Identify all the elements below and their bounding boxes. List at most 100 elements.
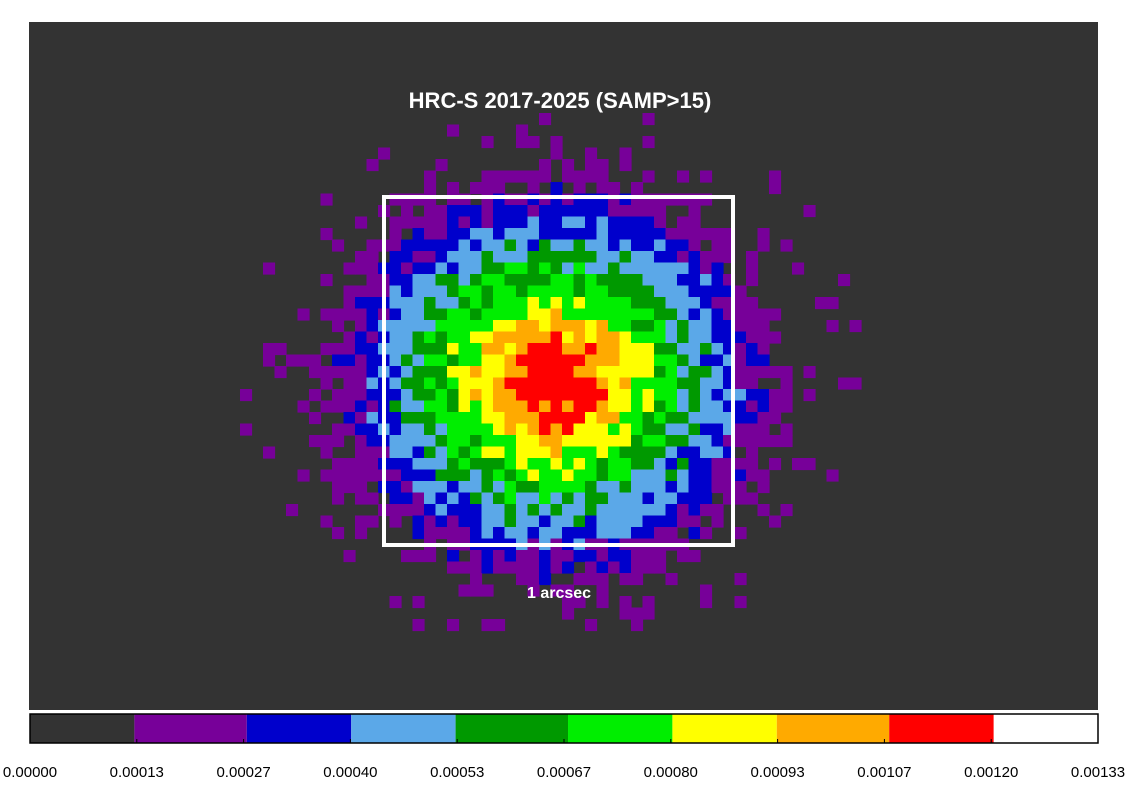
heatmap-cell	[366, 458, 379, 471]
heatmap-cell	[516, 469, 529, 482]
heatmap-cell	[527, 527, 540, 540]
colorbar-tick-label: 0.00107	[857, 764, 911, 781]
heatmap-cell	[481, 412, 494, 425]
heatmap-cell	[562, 561, 575, 574]
heatmap-cell	[734, 297, 747, 310]
heatmap-cell	[562, 504, 575, 517]
heatmap-cell	[550, 366, 563, 379]
heatmap-cell	[631, 607, 644, 620]
heatmap-cell	[677, 251, 690, 264]
heatmap-cell	[481, 343, 494, 356]
heatmap-cell	[562, 354, 575, 367]
heatmap-cell	[424, 308, 437, 321]
heatmap-cell	[366, 366, 379, 379]
heatmap-cell	[688, 251, 701, 264]
heatmap-cell	[389, 458, 402, 471]
heatmap-cell	[734, 527, 747, 540]
heatmap-cell	[424, 366, 437, 379]
heatmap-cell	[688, 343, 701, 356]
heatmap-cell	[458, 354, 471, 367]
heatmap-cell	[539, 573, 552, 586]
heatmap-cell	[665, 343, 678, 356]
heatmap-cell	[631, 228, 644, 241]
heatmap-cell	[527, 274, 540, 287]
heatmap-cell	[424, 492, 437, 505]
heatmap-cell	[665, 297, 678, 310]
heatmap-cell	[573, 331, 586, 344]
heatmap-cell	[470, 377, 483, 390]
heatmap-cell	[263, 446, 276, 459]
chart-title: HRC-S 2017-2025 (SAMP>15)	[409, 88, 712, 113]
heatmap-cell	[447, 423, 460, 436]
heatmap-cell	[780, 435, 793, 448]
heatmap-cell	[746, 400, 759, 413]
heatmap-cell	[504, 228, 517, 241]
heatmap-cell	[320, 366, 333, 379]
heatmap-cell	[527, 308, 540, 321]
heatmap-cell	[677, 366, 690, 379]
heatmap-cell	[539, 113, 552, 126]
heatmap-cell	[389, 423, 402, 436]
heatmap-cell	[332, 492, 345, 505]
heatmap-cell	[711, 239, 724, 252]
heatmap-cell	[654, 446, 667, 459]
heatmap-cell	[711, 377, 724, 390]
heatmap-cell	[458, 377, 471, 390]
heatmap-cell	[585, 619, 598, 632]
heatmap-cell	[332, 527, 345, 540]
heatmap-cell	[608, 366, 621, 379]
heatmap-cell	[516, 251, 529, 264]
heatmap-cell	[688, 308, 701, 321]
heatmap-cell	[389, 239, 402, 252]
heatmap-cell	[573, 550, 586, 563]
heatmap-cell	[608, 504, 621, 517]
heatmap-cell	[596, 573, 609, 586]
heatmap-cell	[516, 412, 529, 425]
heatmap-cell	[642, 607, 655, 620]
heatmap-cell	[665, 435, 678, 448]
heatmap-cell	[481, 619, 494, 632]
heatmap-cell	[447, 320, 460, 333]
heatmap-cell	[527, 354, 540, 367]
heatmap-cell	[493, 274, 506, 287]
heatmap-cell	[573, 216, 586, 229]
heatmap-cell	[412, 412, 425, 425]
heatmap-cell	[481, 308, 494, 321]
heatmap-cell	[688, 377, 701, 390]
heatmap-cell	[320, 308, 333, 321]
heatmap-cell	[401, 262, 414, 275]
heatmap-cell	[596, 274, 609, 287]
heatmap-cell	[654, 262, 667, 275]
heatmap-cell	[688, 274, 701, 287]
heatmap-cell	[493, 504, 506, 517]
heatmap-cell	[677, 492, 690, 505]
heatmap-cell	[412, 446, 425, 459]
heatmap-cell	[642, 320, 655, 333]
heatmap-cell	[550, 182, 563, 195]
heatmap-cell	[412, 251, 425, 264]
heatmap-cell	[654, 320, 667, 333]
heatmap-cell	[757, 331, 770, 344]
heatmap-cell	[550, 147, 563, 160]
heatmap-cell	[826, 320, 839, 333]
heatmap-cell	[642, 481, 655, 494]
heatmap-cell	[677, 389, 690, 402]
heatmap-cell	[562, 274, 575, 287]
heatmap-cell	[412, 331, 425, 344]
heatmap-cell	[493, 182, 506, 195]
heatmap-cell	[700, 458, 713, 471]
heatmap-cell	[585, 504, 598, 517]
heatmap-cell	[355, 515, 368, 528]
heatmap-cell	[654, 377, 667, 390]
heatmap-cell	[412, 274, 425, 287]
heatmap-cell	[412, 377, 425, 390]
heatmap-cell	[562, 262, 575, 275]
heatmap-cell	[458, 297, 471, 310]
heatmap-cell	[401, 320, 414, 333]
heatmap-cell	[642, 596, 655, 609]
heatmap-cell	[734, 389, 747, 402]
colorbar-bin	[776, 714, 890, 743]
heatmap-cell	[401, 550, 414, 563]
heatmap-cell	[734, 343, 747, 356]
heatmap-cell	[585, 469, 598, 482]
